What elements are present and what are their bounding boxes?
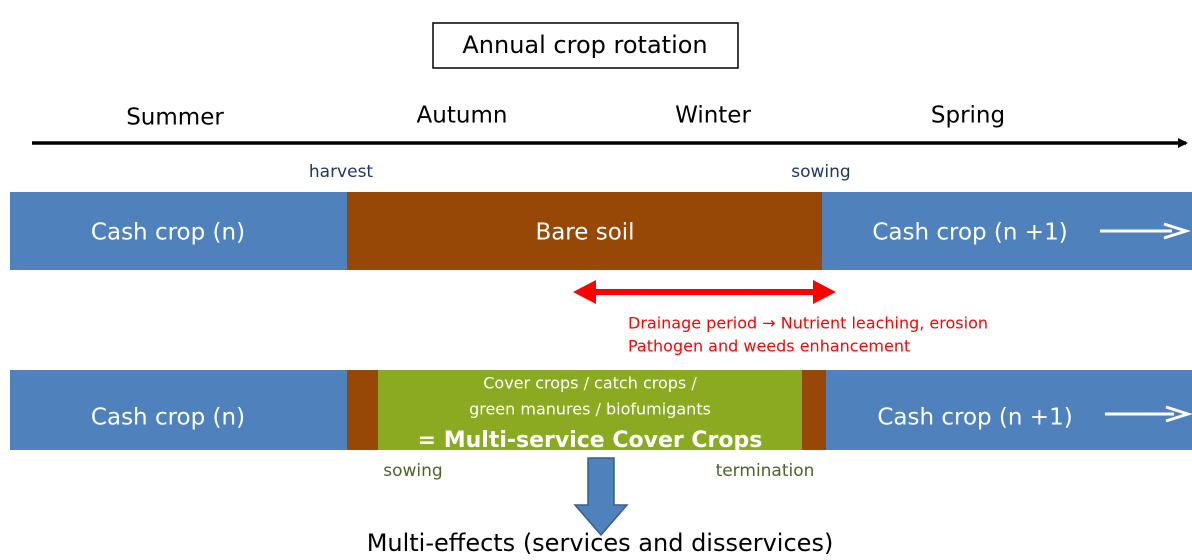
continue-arrow-head (1163, 222, 1191, 240)
title: Annual crop rotation (462, 31, 707, 59)
cash-crop-block (826, 370, 1192, 450)
season: Summer (126, 105, 224, 131)
cover-title: = Multi-service Cover Crops (418, 428, 763, 453)
block-label: Cash crop (n +1) (877, 405, 1072, 431)
title-box (432, 22, 739, 69)
block-label: Cash crop (n) (91, 220, 245, 246)
bare-soil-block (347, 192, 822, 270)
sowing-label: sowing (791, 162, 850, 182)
drainage-text: Drainage period → Nutrient leaching, ero… (628, 314, 988, 333)
sowing-label: sowing (383, 461, 442, 481)
down-arrow (573, 457, 629, 537)
season: Autumn (417, 103, 508, 129)
bare-soil-block (347, 370, 378, 450)
continue-arrow-head (1165, 405, 1192, 423)
cash-crop-block (10, 192, 347, 270)
block-label: Bare soil (535, 220, 634, 246)
cash-crop-block (10, 370, 347, 450)
drainage-text: Pathogen and weeds enhancement (628, 337, 910, 356)
cover-crop-block (378, 370, 802, 450)
conclusion: Multi-effects (services and disservices) (367, 529, 834, 557)
block-label: Cash crop (n +1) (872, 220, 1067, 246)
season: Spring (931, 103, 1005, 129)
cover-text: Cover crops / catch crops / (483, 374, 697, 393)
harvest-label: harvest (309, 162, 374, 182)
block-label: Cash crop (n) (91, 405, 245, 431)
termination-label: termination (716, 461, 815, 481)
bare-soil-block (802, 370, 826, 450)
cover-text: green manures / biofumigants (469, 400, 711, 419)
season: Winter (675, 103, 751, 129)
